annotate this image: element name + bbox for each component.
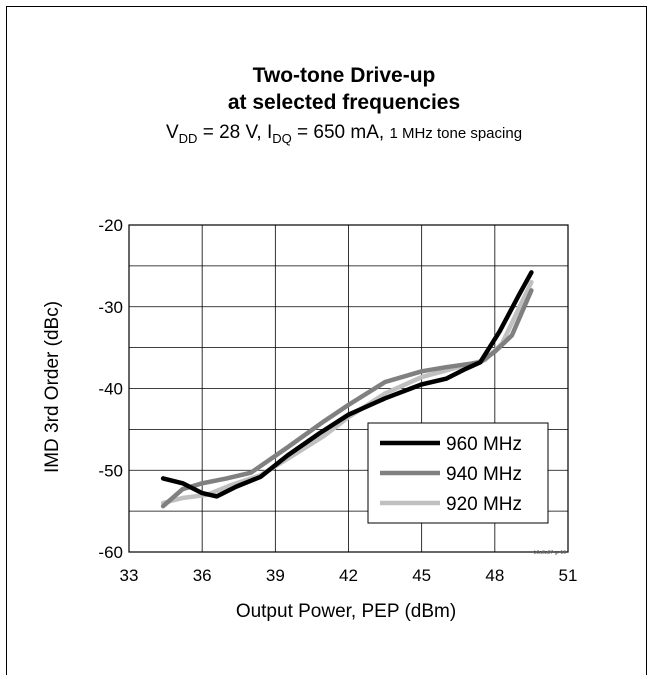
figure-code: b0a0a07 gr 10 [534,550,566,556]
y-tick-labels: -60 -50 -40 -30 -20 [98,216,123,562]
subtitle-i-subscript: DQ [272,131,292,146]
legend-label: 960 MHz [446,434,522,455]
plot-border [128,224,569,553]
series-line-960-mhz [160,270,534,499]
chart-title: Two-tone Drive-up [253,64,436,87]
chart-subtitle: VDD = 28 V, IDQ = 650 mA, 1 MHz tone spa… [166,122,522,146]
chart-frame [6,6,647,675]
y-tick-label: -30 [98,298,123,317]
legend: 960 MHz 940 MHz 920 MHz [367,422,549,524]
y-tick-label: -50 [98,461,123,480]
x-tick-label: 45 [412,566,431,585]
x-tick-label: 33 [120,566,139,585]
subtitle-v-value: = 28 V, I [197,122,272,143]
legend-label: 920 MHz [446,494,522,515]
subtitle-v: V [166,122,179,143]
y-tick-label: -20 [98,216,123,235]
series-line-940-mhz [160,288,534,509]
x-tick-labels: 33 36 39 42 45 48 51 [120,566,578,585]
x-tick-label: 48 [485,566,504,585]
series-lines [160,270,534,509]
y-tick-label: -40 [98,380,123,399]
subtitle-spacing: 1 MHz tone spacing [389,125,522,142]
x-tick-label: 51 [559,566,578,585]
y-axis-label: IMD 3rd Order (dBc) [42,301,63,473]
subtitle-v-subscript: DD [179,131,198,146]
x-tick-label: 42 [339,566,358,585]
subtitle-i-value: = 650 mA, [292,122,390,143]
legend-label: 940 MHz [446,464,522,485]
y-tick-label: -60 [98,543,123,562]
chart-title-line2: at selected frequencies [228,91,460,114]
x-tick-label: 36 [193,566,212,585]
x-tick-label: 39 [266,566,285,585]
x-axis-label: Output Power, PEP (dBm) [236,601,456,622]
